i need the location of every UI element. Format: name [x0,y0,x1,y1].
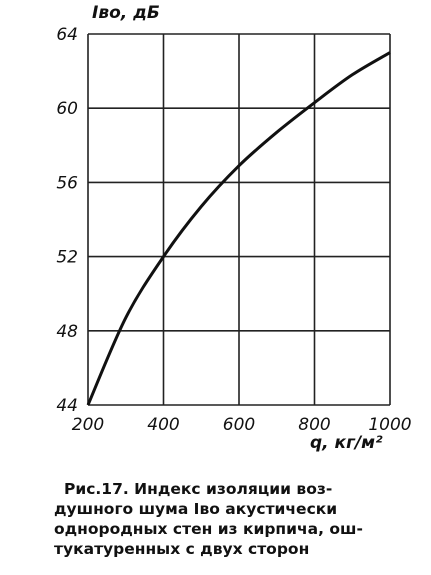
y-tick-label: 60 [56,99,78,119]
x-tick-label: 600 [223,415,255,435]
y-tick-label: 48 [56,322,78,342]
data-line [86,51,391,406]
x-tick-label: 1000 [368,415,411,435]
caption-line: Рис.17. Индекс изоляции воз- [64,480,332,498]
x-tick-label: 200 [72,415,104,435]
x-tick-label: 800 [298,415,330,435]
caption-line: душного шума Iво акустически [54,500,337,518]
y-axis-label: Iво, дБ [92,3,160,23]
y-tick-label: 64 [56,25,78,45]
caption-line: тукатуренных с двух сторон [54,540,309,558]
x-axis-label: q, кг/м² [310,433,383,453]
y-tick-label: 52 [56,248,78,268]
y-tick-label: 44 [56,396,78,416]
y-tick-label: 56 [56,173,78,193]
caption-line: однородных стен из кирпича, ош- [54,520,363,538]
x-tick-label: 400 [147,415,179,435]
